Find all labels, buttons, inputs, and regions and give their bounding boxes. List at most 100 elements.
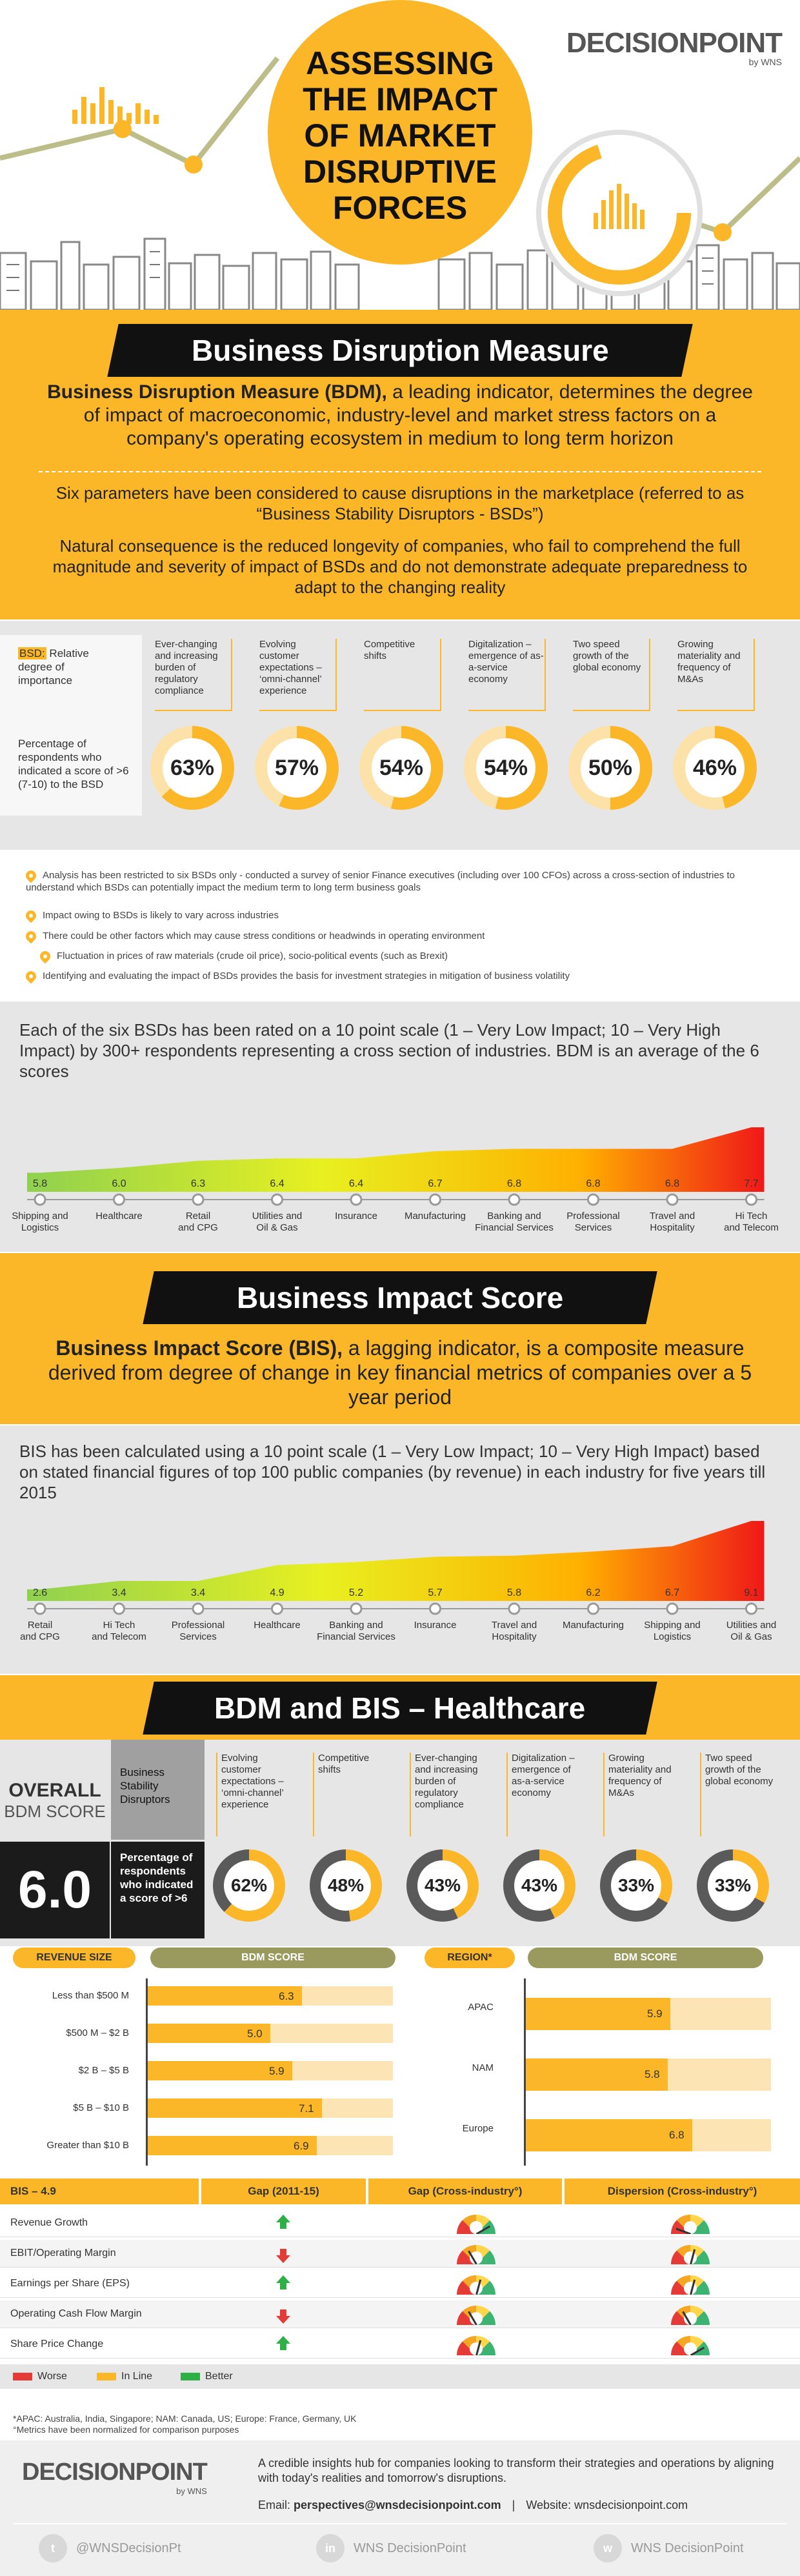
bar-row-label: Europe <box>462 2123 494 2134</box>
industry-score: 6.7 <box>428 1178 442 1189</box>
industry-label: Hi Tech <box>103 1620 135 1631</box>
revenue-header: REVENUE SIZE <box>13 1947 135 1968</box>
industry-label: Travel and <box>492 1620 537 1631</box>
bsd-donut: 54% <box>359 726 443 810</box>
health-bsd-donut: 48% <box>310 1849 382 1922</box>
bis-table-row <box>0 2300 800 2328</box>
industry-point <box>34 1193 46 1206</box>
bsd-donut: 50% <box>568 726 652 810</box>
overall-label: OVERALL BDM SCORE <box>0 1740 110 1840</box>
pin-icon <box>37 949 53 964</box>
bsd-importance-label: BSD: Relative degree of importance <box>18 647 89 687</box>
industry-score: 6.2 <box>586 1587 600 1598</box>
bis-metric-label: Operating Cash Flow Margin <box>10 2308 142 2319</box>
gauge-icon <box>671 2245 710 2264</box>
industry-point <box>350 1193 363 1206</box>
industry-label: Manufacturing <box>405 1211 466 1222</box>
twitter-icon: t <box>39 2534 67 2562</box>
bdm-intro-rest: a leading indicator, determines the degr… <box>83 381 753 449</box>
bis-intro-rest: a lagging indicator, is a composite meas… <box>48 1336 752 1409</box>
pin-icon <box>23 969 39 984</box>
bis-table-section: BIS – 4.9 Gap (2011-15) Gap (Cross-indus… <box>0 2179 800 2411</box>
industry-score: 5.2 <box>349 1587 363 1598</box>
health-bsd-pct: 43% <box>514 1860 565 1911</box>
bar-value: 5.0 <box>247 2028 263 2040</box>
bullet-item: Identifying and evaluating the impact of… <box>23 969 768 984</box>
brand-logo: DECISIONPOINT by WNS <box>566 27 783 67</box>
pin-icon <box>23 929 39 944</box>
bis-intro-text: Business Impact Score (BIS), a lagging i… <box>26 1336 774 1409</box>
industry-label: Retail <box>186 1211 210 1222</box>
industry-point <box>508 1602 521 1615</box>
industry-score: 6.8 <box>665 1178 679 1189</box>
bar-row: 5.8 <box>526 2058 771 2091</box>
industry-point <box>113 1602 125 1615</box>
health-bsd-donut: 43% <box>503 1849 575 1922</box>
title-line-3: OF MARKET <box>304 117 496 154</box>
industry-score: 6.4 <box>349 1178 363 1189</box>
divider <box>39 471 761 472</box>
footer-website-link[interactable]: wnsdecisionpoint.com <box>574 2499 688 2511</box>
industry-label: Hi Tech <box>735 1211 768 1222</box>
bsd-pct: 54% <box>372 738 431 798</box>
industry-score: 3.4 <box>112 1587 126 1598</box>
industry-label: Logistics <box>21 1222 59 1233</box>
bis-table-row <box>0 2240 800 2268</box>
social-twitter[interactable]: t @WNSDecisionPt <box>39 2534 181 2562</box>
bsd-donut: 63% <box>150 726 234 810</box>
gauge-icon <box>671 2275 710 2295</box>
linkedin-icon: in <box>316 2534 345 2562</box>
footer-brand: DECISIONPOINT by WNS <box>22 2459 208 2496</box>
health-bsd-label: Competitive shifts <box>313 1753 390 1836</box>
industry-label: Professional <box>566 1211 620 1222</box>
health-bsd-donut: 62% <box>213 1849 285 1922</box>
bis-scale-text: BIS has been calculated using a 10 point… <box>19 1442 766 1502</box>
gauge-icon <box>457 2215 495 2234</box>
bar-row-label: $5 B – $10 B <box>73 2102 129 2113</box>
industry-point <box>350 1602 363 1615</box>
bsd-label: Growing materiality and frequency of M&A… <box>677 639 755 711</box>
industry-label: Insurance <box>335 1211 377 1222</box>
industry-label: Services <box>179 1631 217 1642</box>
bsd-pct: 46% <box>685 738 745 798</box>
bsd-donut: 46% <box>673 726 757 810</box>
footer-email-link[interactable]: perspectives@wnsdecisionpoint.com <box>294 2499 501 2511</box>
social-website[interactable]: w WNS DecisionPoint <box>594 2534 744 2562</box>
bis-table-legend <box>0 2364 800 2389</box>
social-linkedin[interactable]: in WNS DecisionPoint <box>316 2534 466 2562</box>
bar-value: 7.1 <box>299 2102 314 2115</box>
bis-table-row <box>0 2209 800 2237</box>
bar-fill <box>148 1986 302 2006</box>
health-bsd-label: Ever-changing and increasing burden of r… <box>410 1753 487 1836</box>
title-line-4: DISRUPTIVE <box>303 154 497 190</box>
industry-label: Healthcare <box>95 1211 143 1222</box>
industry-score: 2.6 <box>33 1587 47 1598</box>
industry-point <box>429 1602 441 1615</box>
bis-intro-bold: Business Impact Score (BIS), <box>55 1336 343 1360</box>
health-bsd-pct: 48% <box>321 1860 371 1911</box>
industry-label: Professional <box>172 1620 225 1631</box>
revenue-score-header: BDM SCORE <box>150 1947 395 1968</box>
bsd-donut: 57% <box>255 726 339 810</box>
health-bsd-label: Evolving customer expectations – ‘omni-c… <box>216 1753 294 1836</box>
footer-contact: Email: perspectives@wnsdecisionpoint.com… <box>258 2499 688 2511</box>
industry-label: and CPG <box>178 1222 218 1233</box>
bar-row-label: Less than $500 M <box>52 1990 129 2001</box>
region-score-header: BDM SCORE <box>528 1947 763 1968</box>
industry-score: 5.8 <box>507 1587 521 1598</box>
bdm-consequence-text: Natural consequence is the reduced longe… <box>52 536 748 597</box>
website-icon: w <box>594 2534 622 2562</box>
bis-industry-section: BIS has been calculated using a 10 point… <box>0 1425 800 1674</box>
pin-icon <box>23 868 39 883</box>
bsd-donut-section: BSD: Relative degree of importance Perce… <box>0 621 800 850</box>
industry-label: Services <box>575 1222 612 1233</box>
bsd-label: Evolving customer expectations – ‘omni-c… <box>259 639 337 711</box>
industry-score: 9.1 <box>744 1587 758 1598</box>
industry-point <box>113 1193 125 1206</box>
bdm-params-text: Six parameters have been considered to c… <box>55 483 745 523</box>
overall-score: 6.0 <box>0 1842 110 1938</box>
bsd-col-label: Business Stability Disruptors <box>111 1740 205 1840</box>
page-title: ASSESSING THE IMPACT OF MARKET DISRUPTIV… <box>271 45 529 226</box>
gauge-icon <box>457 2245 495 2264</box>
industry-label: Financial Services <box>317 1631 395 1642</box>
